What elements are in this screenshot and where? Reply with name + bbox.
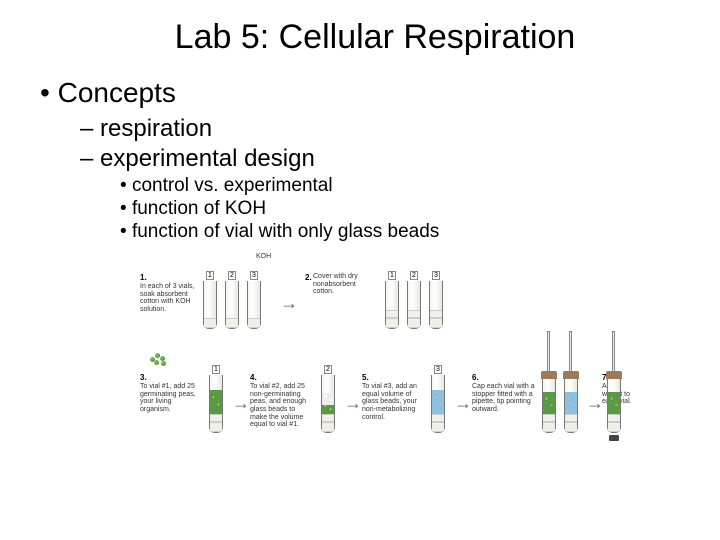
step-1-label: In each of 3 vials, soak absorbent cotto…: [140, 283, 198, 314]
vial-1b: [385, 281, 399, 329]
vial-num-3: 3: [250, 271, 258, 280]
weight-icon: [609, 435, 619, 441]
step-6-label: Cap each vial with a stopper fitted with…: [472, 383, 536, 414]
vial-num-2b: 2: [410, 271, 418, 280]
arrow-3-4: →: [232, 393, 250, 414]
step-3-label: To vial #1, add 25 germinating peas, you…: [140, 383, 196, 414]
step-2-label: Cover with dry nonabsorbent cotton.: [313, 273, 375, 296]
procedure-figure: 1. In each of 3 vials, soak absorbent co…: [140, 253, 640, 493]
vial-3a: [247, 281, 261, 329]
vial-num-3b: 3: [432, 271, 440, 280]
step-2-num: 2.: [305, 273, 312, 282]
vial-6b: [564, 379, 578, 433]
arrow-1-2: →: [280, 293, 298, 314]
bullet-beads: • function of vial with only glass beads: [120, 221, 680, 243]
bullet-respiration: – respiration: [80, 115, 680, 143]
step-4-num: 4.: [250, 373, 257, 382]
vial-1a: [203, 281, 217, 329]
bullet-concepts: • Concepts: [40, 77, 680, 109]
vial-3c: [431, 375, 445, 433]
vial-num-1c: 1: [212, 365, 220, 374]
vial-2c: [321, 375, 335, 433]
step-5-label: To vial #3, add an equal volume of glass…: [362, 383, 424, 421]
bullet-control: • control vs. experimental: [120, 175, 680, 197]
bullet-koh-text: function of KOH: [132, 198, 266, 219]
stopper-7: [606, 371, 622, 379]
vial-num-1: 1: [206, 271, 214, 280]
step-1-num: 1.: [140, 273, 147, 282]
step-3-num: 3.: [140, 373, 147, 382]
vial-6a: [542, 379, 556, 433]
pea-bunch-icon: [150, 353, 168, 367]
vial-num-3c: 3: [434, 365, 442, 374]
vial-2a: [225, 281, 239, 329]
bullet-beads-text: function of vial with only glass beads: [132, 221, 439, 242]
bullet-respiration-text: respiration: [100, 115, 212, 142]
vial-num-1b: 1: [388, 271, 396, 280]
vial-1c: [209, 375, 223, 433]
slide-title: Lab 5: Cellular Respiration: [70, 18, 680, 57]
arrow-5-6: →: [454, 393, 472, 414]
bullet-concepts-text: Concepts: [58, 77, 176, 108]
vial-num-2c: 2: [324, 365, 332, 374]
bullet-koh: • function of KOH: [120, 198, 680, 220]
step-6-num: 6.: [472, 373, 479, 382]
stopper-6b: [563, 371, 579, 379]
step-5-num: 5.: [362, 373, 369, 382]
pipette-7: [612, 331, 615, 375]
vial-7: [607, 379, 621, 433]
vial-3b: [429, 281, 443, 329]
bullet-control-text: control vs. experimental: [132, 175, 333, 196]
arrow-4-5: →: [344, 393, 362, 414]
vial-2b: [407, 281, 421, 329]
vial-num-2: 2: [228, 271, 236, 280]
bullet-expdesign-text: experimental design: [100, 145, 315, 172]
koh-label: KOH: [256, 253, 271, 260]
bullet-expdesign: – experimental design: [80, 145, 680, 173]
pipette-6a: [547, 331, 550, 375]
stopper-6a: [541, 371, 557, 379]
pipette-6b: [569, 331, 572, 375]
step-4-label: To vial #2, add 25 non-germinating peas,…: [250, 383, 314, 429]
